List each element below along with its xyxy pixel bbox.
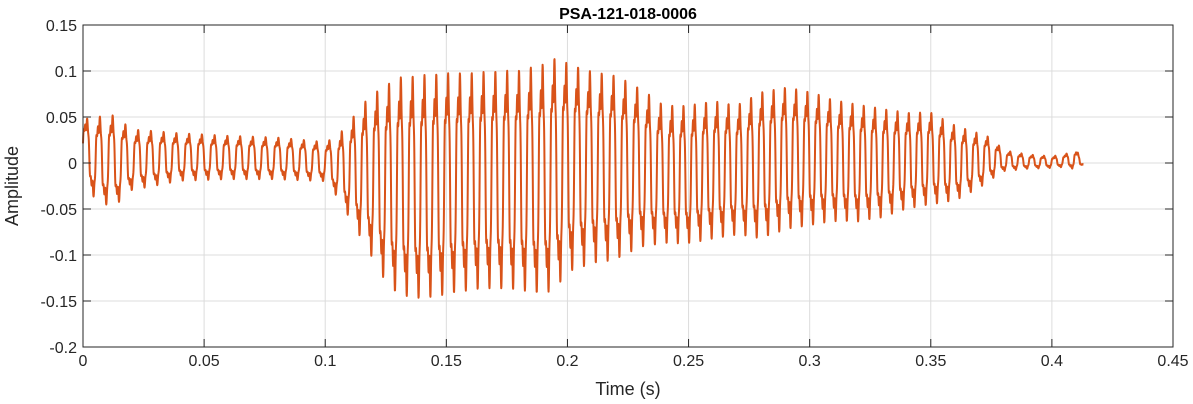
y-tick-label: 0.05 xyxy=(46,110,77,127)
y-tick-label: -0.1 xyxy=(49,248,77,265)
x-axis-ticks: 0 0.05 0.1 0.15 0.2 0.25 0.3 0.35 0.4 0.45 xyxy=(79,25,1189,370)
x-tick-label: 0.1 xyxy=(314,353,336,370)
x-tick-label: 0.35 xyxy=(915,353,946,370)
y-tick-label: 0.1 xyxy=(55,64,77,81)
x-tick-label: 0 xyxy=(79,353,88,370)
y-tick-label: -0.15 xyxy=(41,294,78,311)
y-axis-label: Amplitude xyxy=(2,146,22,226)
y-tick-label: -0.05 xyxy=(41,202,78,219)
x-tick-label: 0.4 xyxy=(1041,353,1063,370)
x-tick-label: 0.3 xyxy=(799,353,821,370)
x-tick-label: 0.25 xyxy=(673,353,704,370)
x-tick-label: 0.45 xyxy=(1157,353,1188,370)
waveform-line xyxy=(82,58,1085,299)
y-tick-label: -0.2 xyxy=(49,340,77,357)
chart-title: PSA-121-018-0006 xyxy=(559,6,697,23)
waveform-series xyxy=(82,58,1085,299)
axes-frame xyxy=(82,24,1174,348)
x-tick-label: 0.05 xyxy=(189,353,220,370)
y-tick-label: 0.15 xyxy=(46,18,77,35)
x-tick-label: 0.2 xyxy=(556,353,578,370)
x-tick-label: 0.15 xyxy=(431,353,462,370)
y-tick-label: 0 xyxy=(68,156,77,173)
x-axis-label: Time (s) xyxy=(595,379,660,399)
y-axis-ticks: -0.2 -0.15 -0.1 -0.05 0 0.05 0.1 0.15 xyxy=(41,18,1173,357)
